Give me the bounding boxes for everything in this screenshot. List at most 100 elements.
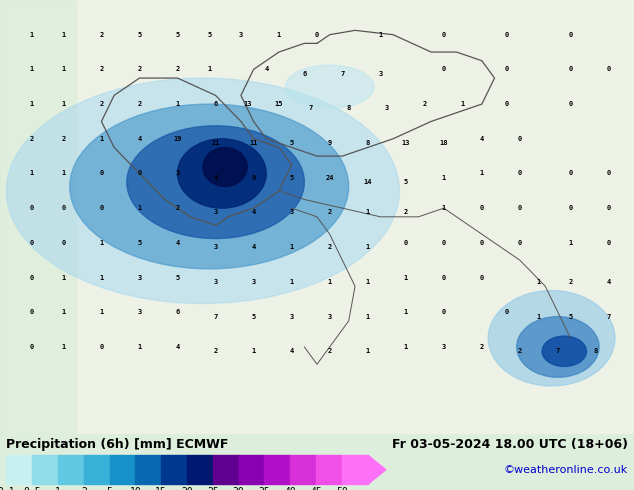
Text: 1: 1 (366, 348, 370, 354)
Bar (32, 455, 58, 484)
Text: 2: 2 (480, 344, 484, 350)
Text: 2: 2 (100, 101, 103, 107)
Text: 2: 2 (214, 348, 217, 354)
Text: 1: 1 (61, 344, 65, 350)
Text: 1: 1 (30, 66, 34, 73)
Text: 0: 0 (518, 171, 522, 176)
Text: 1: 1 (138, 205, 141, 211)
Text: 0: 0 (315, 32, 319, 38)
Text: 1: 1 (537, 279, 541, 285)
Text: 0: 0 (569, 101, 573, 107)
Text: 45: 45 (310, 487, 322, 490)
Text: 0: 0 (480, 205, 484, 211)
Text: 30: 30 (233, 487, 245, 490)
Text: 1: 1 (30, 101, 34, 107)
Text: 0: 0 (138, 171, 141, 176)
Ellipse shape (542, 336, 586, 367)
Text: 1: 1 (55, 487, 61, 490)
Ellipse shape (517, 317, 599, 377)
Text: 8: 8 (347, 105, 351, 111)
Text: 4: 4 (214, 175, 217, 181)
Text: 2: 2 (328, 210, 332, 216)
Text: Fr 03-05-2024 18.00 UTC (18+06): Fr 03-05-2024 18.00 UTC (18+06) (392, 438, 628, 451)
Bar (6, 455, 32, 484)
Text: 3: 3 (385, 105, 389, 111)
Text: 0: 0 (30, 240, 34, 246)
Text: 1: 1 (537, 314, 541, 319)
Text: 2: 2 (328, 348, 332, 354)
Text: 5: 5 (290, 140, 294, 146)
Text: 4: 4 (176, 240, 179, 246)
Text: 2: 2 (100, 32, 103, 38)
Text: 7: 7 (214, 314, 217, 319)
Text: 0: 0 (518, 205, 522, 211)
Text: 1: 1 (100, 309, 103, 315)
Text: 0: 0 (30, 344, 34, 350)
Text: 13: 13 (401, 140, 410, 146)
Text: 1: 1 (61, 66, 65, 73)
Text: 1: 1 (176, 101, 179, 107)
Text: 1: 1 (366, 210, 370, 216)
Text: 2: 2 (328, 244, 332, 250)
Text: 1: 1 (404, 344, 408, 350)
Text: 2: 2 (138, 101, 141, 107)
Text: 6: 6 (214, 101, 217, 107)
Text: 0: 0 (505, 309, 509, 315)
Text: 0: 0 (30, 205, 34, 211)
Text: 25: 25 (207, 487, 219, 490)
Text: 1: 1 (442, 175, 446, 181)
Text: 4: 4 (480, 136, 484, 142)
Text: 4: 4 (290, 348, 294, 354)
Text: 3: 3 (176, 171, 179, 176)
Text: 3: 3 (214, 210, 217, 216)
Text: 14: 14 (363, 179, 372, 185)
Text: 1: 1 (61, 32, 65, 38)
Text: 0: 0 (100, 205, 103, 211)
Text: 0: 0 (442, 66, 446, 73)
Text: 2: 2 (138, 66, 141, 73)
Text: 3: 3 (378, 71, 382, 77)
Text: 5: 5 (176, 274, 179, 281)
Text: 1: 1 (569, 240, 573, 246)
Text: 3: 3 (214, 244, 217, 250)
Text: 10: 10 (129, 487, 141, 490)
Text: 0: 0 (442, 32, 446, 38)
Text: 3: 3 (252, 279, 256, 285)
Text: 4: 4 (607, 279, 611, 285)
Text: 2: 2 (81, 487, 87, 490)
Bar (110, 455, 136, 484)
Text: 0: 0 (30, 309, 34, 315)
Text: 3: 3 (328, 314, 332, 319)
Text: 18: 18 (439, 140, 448, 146)
Text: 0: 0 (480, 274, 484, 281)
Text: 5: 5 (107, 487, 112, 490)
Text: 4: 4 (264, 66, 268, 73)
Bar (58, 455, 84, 484)
Text: 3: 3 (138, 274, 141, 281)
Text: 0: 0 (505, 66, 509, 73)
Text: 0: 0 (480, 240, 484, 246)
Text: 1: 1 (366, 314, 370, 319)
Text: 1: 1 (328, 279, 332, 285)
Text: 40: 40 (285, 487, 296, 490)
Text: 1: 1 (252, 348, 256, 354)
Text: 21: 21 (211, 140, 220, 146)
Ellipse shape (6, 78, 399, 303)
Ellipse shape (203, 147, 247, 187)
Bar (238, 455, 264, 484)
Text: 3: 3 (290, 210, 294, 216)
Text: 1: 1 (30, 32, 34, 38)
Text: 3: 3 (214, 279, 217, 285)
Text: 3: 3 (239, 32, 243, 38)
Text: 0: 0 (607, 66, 611, 73)
Text: 1: 1 (290, 244, 294, 250)
Text: 1: 1 (404, 274, 408, 281)
Text: 0: 0 (518, 136, 522, 142)
Text: 0: 0 (404, 240, 408, 246)
Text: 4: 4 (252, 244, 256, 250)
Text: 2: 2 (404, 210, 408, 216)
Bar (84, 455, 110, 484)
Text: 2: 2 (423, 101, 427, 107)
Text: 2: 2 (61, 136, 65, 142)
Text: 5: 5 (290, 175, 294, 181)
